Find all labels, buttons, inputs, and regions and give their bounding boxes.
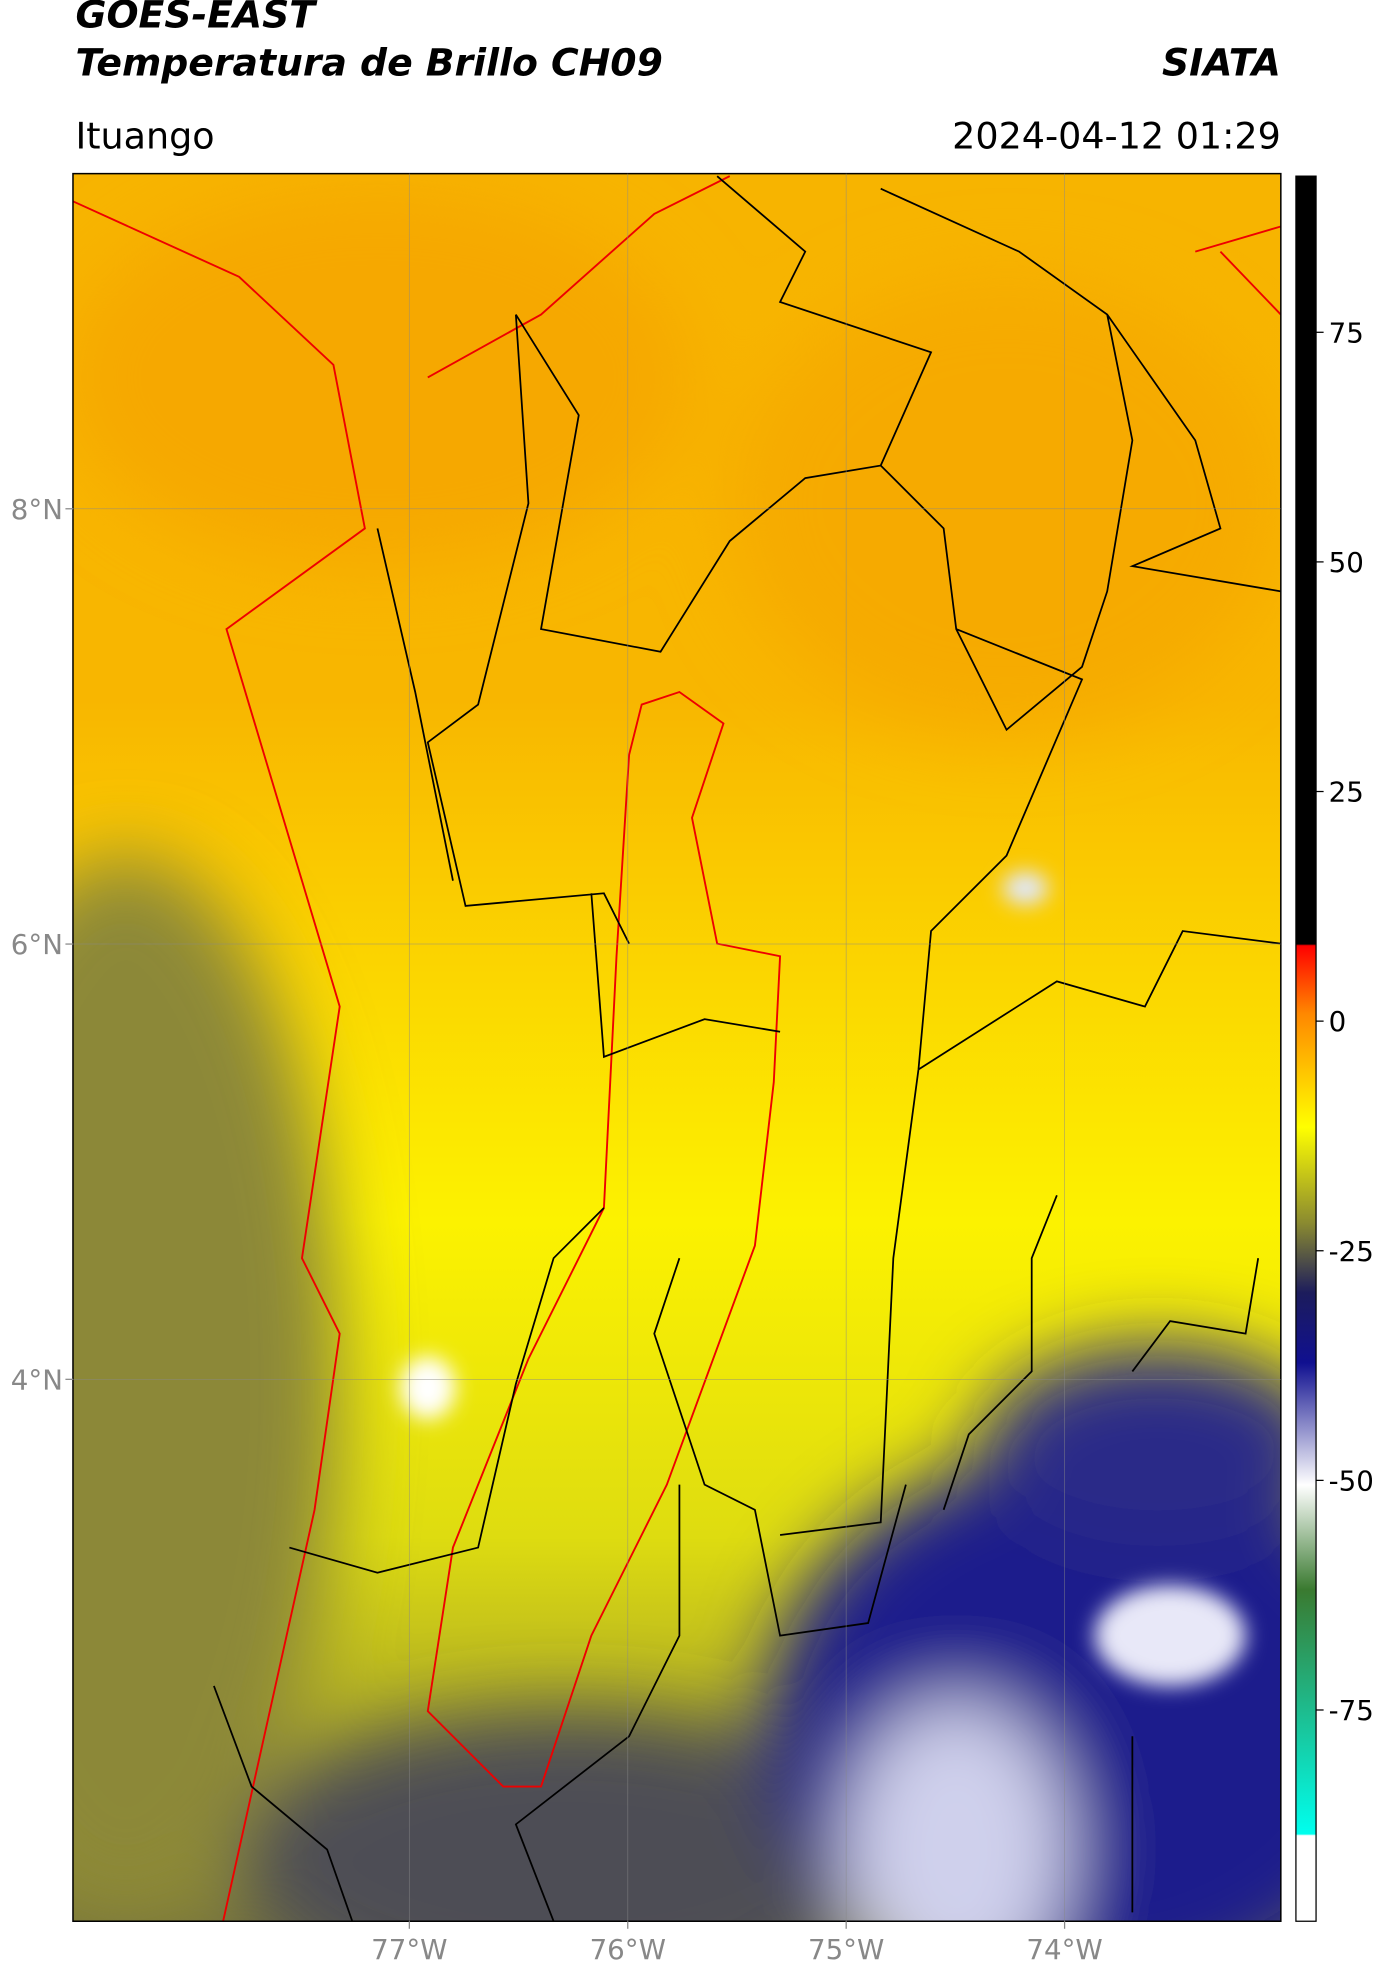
colorbar-tick-label: 75 bbox=[1329, 316, 1364, 349]
x-tick-label: 77°W bbox=[371, 1933, 447, 1966]
y-tick-label: 6°N bbox=[11, 928, 63, 961]
title: GOES-EAST bbox=[75, 0, 318, 37]
datetime: 2024-04-12 01:29 bbox=[952, 114, 1281, 157]
location: Ituango bbox=[75, 114, 214, 157]
x-tick-label: 74°W bbox=[1026, 1933, 1102, 1966]
colorbar bbox=[1295, 175, 1317, 1922]
organization: SIATA bbox=[1162, 40, 1281, 84]
subtitle: Temperatura de Brillo CH09 bbox=[75, 40, 662, 84]
map-area bbox=[72, 173, 1281, 1922]
y-tick-label: 8°N bbox=[11, 493, 63, 526]
colorbar-tick-label: -50 bbox=[1329, 1464, 1374, 1497]
x-tick-label: 76°W bbox=[590, 1933, 666, 1966]
x-tick-label: 75°W bbox=[808, 1933, 884, 1966]
colorbar-tick-label: 50 bbox=[1329, 546, 1364, 579]
colorbar-tick-label: 25 bbox=[1329, 776, 1364, 809]
colorbar-tick-label: -25 bbox=[1329, 1235, 1374, 1268]
y-tick-label: 4°N bbox=[11, 1363, 63, 1396]
colorbar-tick-label: -75 bbox=[1329, 1694, 1374, 1727]
map-frame bbox=[72, 172, 1282, 1922]
colorbar-tick-label: 0 bbox=[1329, 1005, 1347, 1038]
